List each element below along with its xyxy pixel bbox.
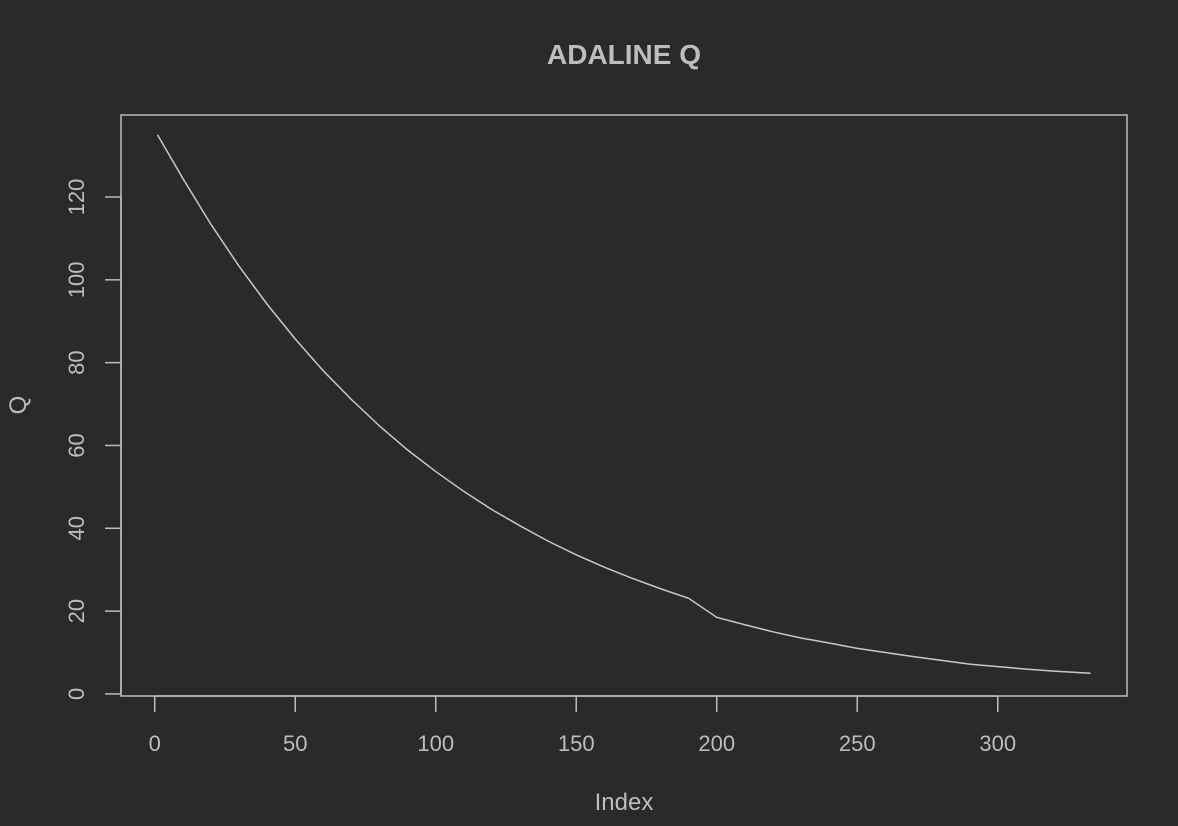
x-tick-label: 50: [283, 731, 307, 756]
series-line: [156, 134, 1091, 674]
y-tick-label: 120: [64, 179, 89, 216]
x-tick-label: 250: [839, 731, 876, 756]
y-tick-label: 80: [64, 350, 89, 374]
y-axis-title: Q: [5, 396, 32, 415]
y-axis: 0 20 40 60 80 100 120: [64, 179, 122, 700]
plot-frame: [120, 114, 1128, 697]
x-tick-label: 300: [979, 731, 1016, 756]
x-tick-label: 150: [558, 731, 595, 756]
y-tick-label: 20: [64, 599, 89, 623]
x-tick-label: 100: [417, 731, 454, 756]
y-tick-label: 40: [64, 516, 89, 540]
y-tick-label: 60: [64, 433, 89, 457]
chart-title: ADALINE Q: [547, 39, 701, 70]
x-axis-title: Index: [595, 789, 654, 816]
x-tick-label: 200: [698, 731, 735, 756]
x-tick-label: 0: [149, 731, 161, 756]
y-tick-label: 100: [64, 261, 89, 298]
y-tick-label: 0: [64, 688, 89, 700]
x-axis: 0 50 100 150 200 250 300: [149, 695, 1016, 756]
